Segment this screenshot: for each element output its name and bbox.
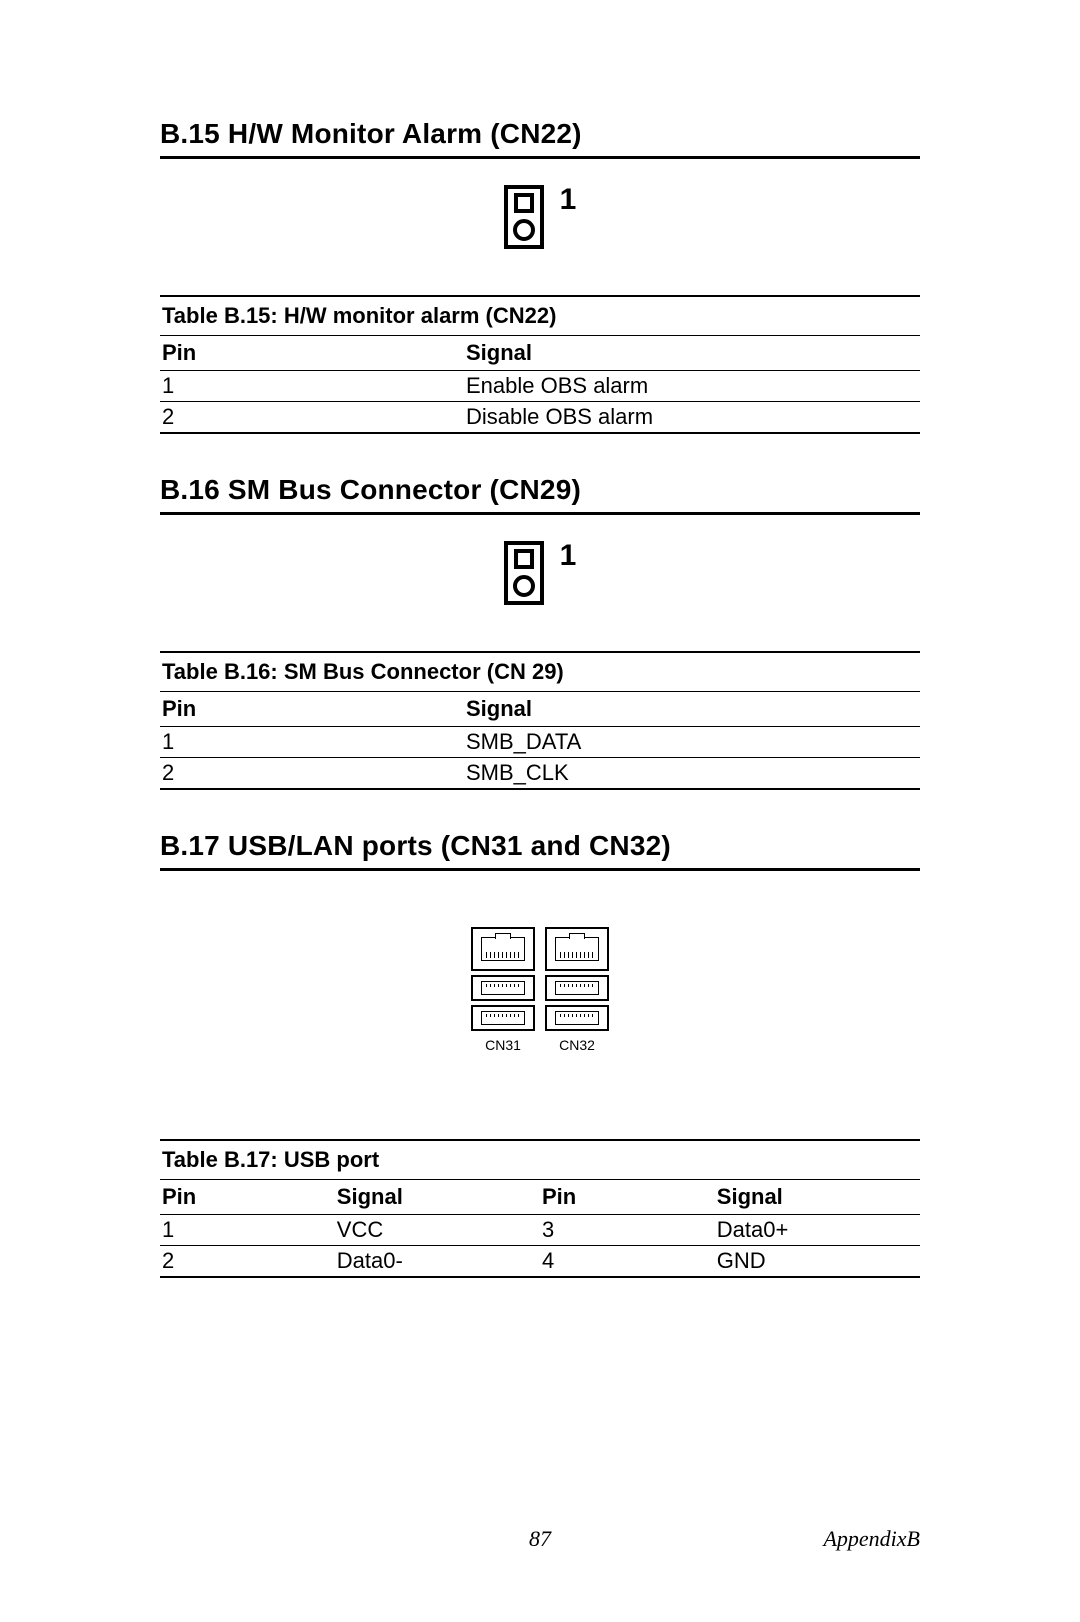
rj45-port-icon <box>545 927 609 971</box>
col-header: Pin <box>160 1180 335 1215</box>
cell: 2 <box>160 402 464 434</box>
table-header-row: Pin Signal <box>160 336 920 371</box>
table-header-row: Pin Signal Pin Signal <box>160 1180 920 1215</box>
col-header: Signal <box>335 1180 540 1215</box>
pin1-square-icon <box>514 549 534 569</box>
section-heading-b16: B.16 SM Bus Connector (CN29) <box>160 474 920 506</box>
page: B.15 H/W Monitor Alarm (CN22) 1 Table B.… <box>0 0 1080 1622</box>
cell: Enable OBS alarm <box>464 371 920 402</box>
col-header: Signal <box>715 1180 920 1215</box>
cell: 3 <box>540 1215 715 1246</box>
usb-port-icon <box>545 975 609 1001</box>
table-title-row: Table B.16: SM Bus Connector (CN 29) <box>160 652 920 692</box>
cell: 2 <box>160 1246 335 1278</box>
cell: 1 <box>160 1215 335 1246</box>
page-footer: 87 AppendixB <box>160 1526 920 1552</box>
cell: GND <box>715 1246 920 1278</box>
diagram-b17: CN31 CN32 <box>160 927 920 1093</box>
pin1-square-icon <box>514 193 534 213</box>
appendix-label: AppendixB <box>823 1526 920 1552</box>
two-pin-connector-icon: 1 <box>504 541 577 605</box>
table-header-row: Pin Signal <box>160 692 920 727</box>
two-pin-connector-icon: 1 <box>504 185 577 249</box>
diagram-b16: 1 <box>160 541 920 605</box>
cell: VCC <box>335 1215 540 1246</box>
table-row: 2 Disable OBS alarm <box>160 402 920 434</box>
cell: 1 <box>160 371 464 402</box>
cell: SMB_DATA <box>464 727 920 758</box>
pin1-label: 1 <box>560 539 577 573</box>
diagram-b15: 1 <box>160 185 920 249</box>
cell: 4 <box>540 1246 715 1278</box>
port-stack-cn31: CN31 <box>471 927 535 1053</box>
connector-body-icon <box>504 185 544 249</box>
table-title: Table B.16: SM Bus Connector (CN 29) <box>160 652 920 692</box>
rj45-port-icon <box>471 927 535 971</box>
table-title: Table B.15: H/W monitor alarm (CN22) <box>160 296 920 336</box>
pin1-label: 1 <box>560 183 577 217</box>
table-row: 1 Enable OBS alarm <box>160 371 920 402</box>
table-row: 2 Data0- 4 GND <box>160 1246 920 1278</box>
col-header: Pin <box>160 692 464 727</box>
cell: 2 <box>160 758 464 790</box>
table-row: 1 SMB_DATA <box>160 727 920 758</box>
page-number: 87 <box>529 1526 551 1552</box>
table-row: 1 VCC 3 Data0+ <box>160 1215 920 1246</box>
pin2-circle-icon <box>513 575 535 597</box>
port-label: CN32 <box>559 1037 595 1053</box>
connector-body-icon <box>504 541 544 605</box>
port-label: CN31 <box>485 1037 521 1053</box>
cell: 1 <box>160 727 464 758</box>
section-heading-b17: B.17 USB/LAN ports (CN31 and CN32) <box>160 830 920 862</box>
section-rule <box>160 512 920 515</box>
usb-lan-ports-icon: CN31 CN32 <box>471 927 609 1053</box>
pin2-circle-icon <box>513 219 535 241</box>
port-stack-cn32: CN32 <box>545 927 609 1053</box>
col-header: Pin <box>540 1180 715 1215</box>
section-rule <box>160 868 920 871</box>
cell: SMB_CLK <box>464 758 920 790</box>
cell: Data0- <box>335 1246 540 1278</box>
table-title: Table B.17: USB port <box>160 1140 920 1180</box>
col-header: Signal <box>464 336 920 371</box>
table-row: 2 SMB_CLK <box>160 758 920 790</box>
cell: Data0+ <box>715 1215 920 1246</box>
table-b16: Table B.16: SM Bus Connector (CN 29) Pin… <box>160 651 920 790</box>
usb-port-icon <box>545 1005 609 1031</box>
table-b15: Table B.15: H/W monitor alarm (CN22) Pin… <box>160 295 920 434</box>
table-title-row: Table B.15: H/W monitor alarm (CN22) <box>160 296 920 336</box>
col-header: Pin <box>160 336 464 371</box>
table-title-row: Table B.17: USB port <box>160 1140 920 1180</box>
usb-port-icon <box>471 1005 535 1031</box>
col-header: Signal <box>464 692 920 727</box>
section-rule <box>160 156 920 159</box>
table-b17: Table B.17: USB port Pin Signal Pin Sign… <box>160 1139 920 1278</box>
section-heading-b15: B.15 H/W Monitor Alarm (CN22) <box>160 118 920 150</box>
usb-port-icon <box>471 975 535 1001</box>
cell: Disable OBS alarm <box>464 402 920 434</box>
